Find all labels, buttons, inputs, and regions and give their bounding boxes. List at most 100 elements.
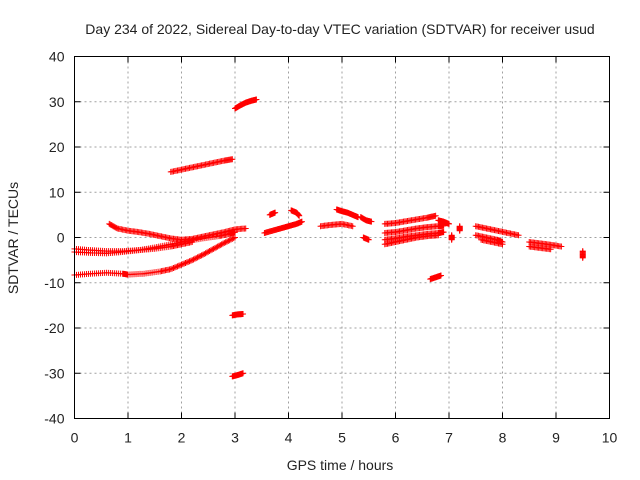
data-point — [201, 250, 208, 257]
data-point — [218, 241, 225, 248]
series-sat-o — [360, 234, 372, 243]
data-point — [178, 261, 185, 268]
series-sat-g — [229, 310, 247, 319]
data-point — [179, 261, 186, 268]
data-point — [183, 259, 190, 266]
data-point — [199, 251, 206, 258]
data-point — [197, 253, 204, 260]
series-sat-s — [381, 232, 442, 248]
series-sat-w — [456, 223, 463, 234]
data-point — [177, 262, 184, 269]
tick-labels: 0 1 2 3 4 5 6 7 8 9 10 -40 -30 -20 -10 0 10 20 30 40 — [44, 49, 617, 446]
data-point — [206, 248, 213, 255]
data-point — [219, 240, 226, 247]
data-point — [221, 239, 228, 246]
series-sat-t — [435, 217, 452, 227]
data-point — [181, 260, 188, 267]
x-tick-label: 10 — [602, 430, 618, 446]
x-axis-label: GPS time / hours — [287, 457, 394, 473]
data-point — [558, 243, 565, 250]
data-point — [435, 232, 442, 239]
series-sat-p — [381, 212, 439, 227]
x-tick-label: 7 — [445, 430, 453, 446]
series-sat-n — [357, 214, 375, 225]
data-point — [174, 263, 181, 270]
series-sat-q — [381, 222, 447, 236]
y-tick-label: 0 — [57, 230, 65, 246]
data-point — [223, 238, 230, 245]
y-axis-label: SDTVAR / TECUs — [5, 182, 21, 294]
data-point — [194, 254, 201, 261]
data-point — [185, 258, 192, 265]
plot-frame — [74, 56, 610, 419]
data-point — [210, 245, 217, 252]
data-point — [547, 246, 554, 253]
data-point — [169, 265, 176, 272]
data-point — [193, 255, 200, 262]
data-point — [173, 263, 180, 270]
data-point — [240, 370, 247, 377]
data-point — [253, 96, 260, 103]
data-point — [211, 245, 218, 252]
x-tick-label: 8 — [499, 430, 507, 446]
data-point — [242, 225, 249, 232]
series-sat-c — [71, 234, 238, 279]
series-sat-v — [448, 232, 455, 243]
data-point — [186, 258, 193, 265]
data-point — [205, 248, 212, 255]
series-sat-d — [106, 220, 249, 243]
data-point — [227, 236, 234, 243]
y-tick-label: 30 — [49, 94, 65, 110]
series-sat-x — [472, 223, 522, 239]
data-point — [189, 257, 196, 264]
x-tick-label: 5 — [338, 430, 346, 446]
data-point — [170, 265, 177, 272]
x-tick-label: 2 — [178, 430, 186, 446]
data-point — [298, 218, 305, 225]
x-tick-label: 0 — [71, 430, 79, 446]
data-point — [368, 218, 375, 225]
data-point — [213, 244, 220, 251]
series-sat-ab — [526, 243, 554, 253]
data-point — [187, 257, 194, 264]
series-sat-i — [261, 218, 305, 236]
series-sat-e — [167, 156, 236, 175]
data-point — [203, 249, 210, 256]
series-sat-h — [229, 370, 247, 380]
data-point — [440, 229, 447, 236]
data-point — [214, 243, 221, 250]
data-point — [217, 242, 224, 249]
data-point — [215, 242, 222, 249]
data-point — [229, 156, 236, 163]
data-point — [171, 264, 178, 271]
series-sat-k — [288, 207, 303, 219]
data-point — [222, 239, 229, 246]
x-tick-label: 1 — [124, 430, 132, 446]
data-point — [448, 232, 455, 239]
x-tick-label: 6 — [392, 430, 400, 446]
series-sat-ac — [579, 248, 586, 261]
y-tick-label: -30 — [44, 365, 64, 381]
data-point — [349, 223, 356, 230]
series-sat-z — [478, 236, 506, 248]
data-point — [225, 237, 232, 244]
series-sat-f — [232, 96, 260, 112]
y-tick-label: 40 — [49, 49, 65, 65]
data-point — [226, 237, 233, 244]
data-point — [446, 220, 452, 227]
data-point — [499, 241, 506, 248]
data-points — [71, 96, 586, 380]
data-point — [579, 254, 586, 261]
data-point — [229, 235, 236, 242]
data-point — [195, 253, 202, 260]
data-point — [182, 259, 189, 266]
y-tick-label: -10 — [44, 275, 64, 291]
data-point — [191, 255, 198, 262]
data-point — [515, 232, 522, 239]
data-point — [202, 250, 209, 257]
series-sat-u — [427, 272, 444, 283]
data-point — [365, 236, 372, 243]
y-tick-label: 20 — [49, 139, 65, 155]
x-tick-label: 3 — [231, 430, 239, 446]
